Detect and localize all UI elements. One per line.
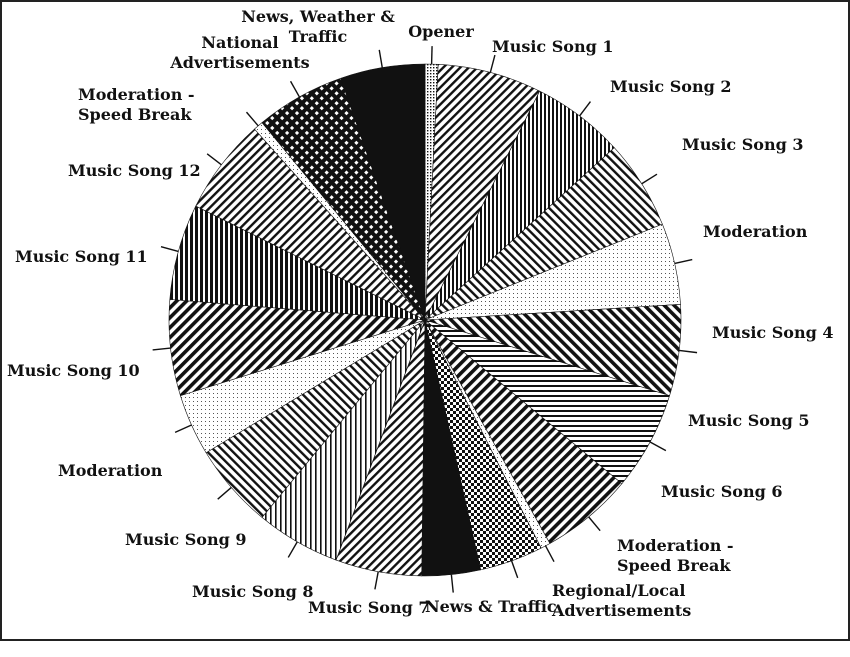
- pie-slice: [340, 63, 426, 321]
- leader-line: [674, 258, 693, 265]
- leader-line: [378, 49, 383, 68]
- slice-label: National Advertisements: [169, 33, 309, 72]
- leader-line: [160, 245, 179, 253]
- leader-line: [245, 111, 259, 127]
- leader-line: [374, 571, 379, 590]
- slice-label: Moderation: [58, 461, 163, 480]
- leader-line: [679, 349, 698, 354]
- leader-line: [579, 101, 592, 117]
- leader-line: [174, 424, 192, 433]
- slice-label: Music Song 1: [492, 37, 614, 56]
- slice-label: Music Song 6: [661, 482, 783, 501]
- slice-label: Music Song 3: [682, 135, 804, 154]
- leader-line: [489, 54, 496, 73]
- leader-lines: [152, 46, 698, 593]
- slice-label: Moderation: [703, 222, 808, 241]
- slice-label: Music Song 2: [610, 77, 732, 96]
- slice-labels: Opener Music Song 1 Music Song 2 Music Song…: [7, 7, 834, 620]
- slice-label: Music Song 7: [308, 598, 430, 617]
- leader-line: [206, 153, 222, 166]
- slice-label: Music Song 9: [125, 530, 247, 549]
- leader-line: [510, 560, 519, 579]
- leader-line: [588, 516, 601, 532]
- leader-line: [217, 486, 232, 500]
- slice-label: Music Song 8: [192, 582, 314, 601]
- leader-line: [152, 347, 171, 351]
- slice-label: Music Song 4: [712, 323, 834, 342]
- leader-line: [544, 545, 555, 563]
- leader-line: [287, 541, 298, 558]
- slice-label: Regional/Local Advertisements: [551, 581, 691, 620]
- slice-label: Moderation -Speed Break: [78, 85, 195, 124]
- slice-label: Music Song 5: [688, 411, 810, 430]
- slice-label: Opener: [408, 22, 474, 41]
- leader-line: [641, 173, 658, 185]
- slice-label: Music Song 12: [68, 161, 201, 180]
- leader-line: [649, 441, 667, 452]
- leader-line: [450, 574, 454, 593]
- slice-label: Music Song 10: [7, 361, 140, 380]
- slice-label: Music Song 11: [15, 247, 148, 266]
- slice-label: News & Traffic: [425, 597, 557, 616]
- slice-label: News, Weather & Traffic: [241, 7, 395, 46]
- leader-line: [289, 80, 301, 98]
- slice-label: Moderation -Speed Break: [617, 536, 734, 575]
- pie-slices: [168, 63, 682, 577]
